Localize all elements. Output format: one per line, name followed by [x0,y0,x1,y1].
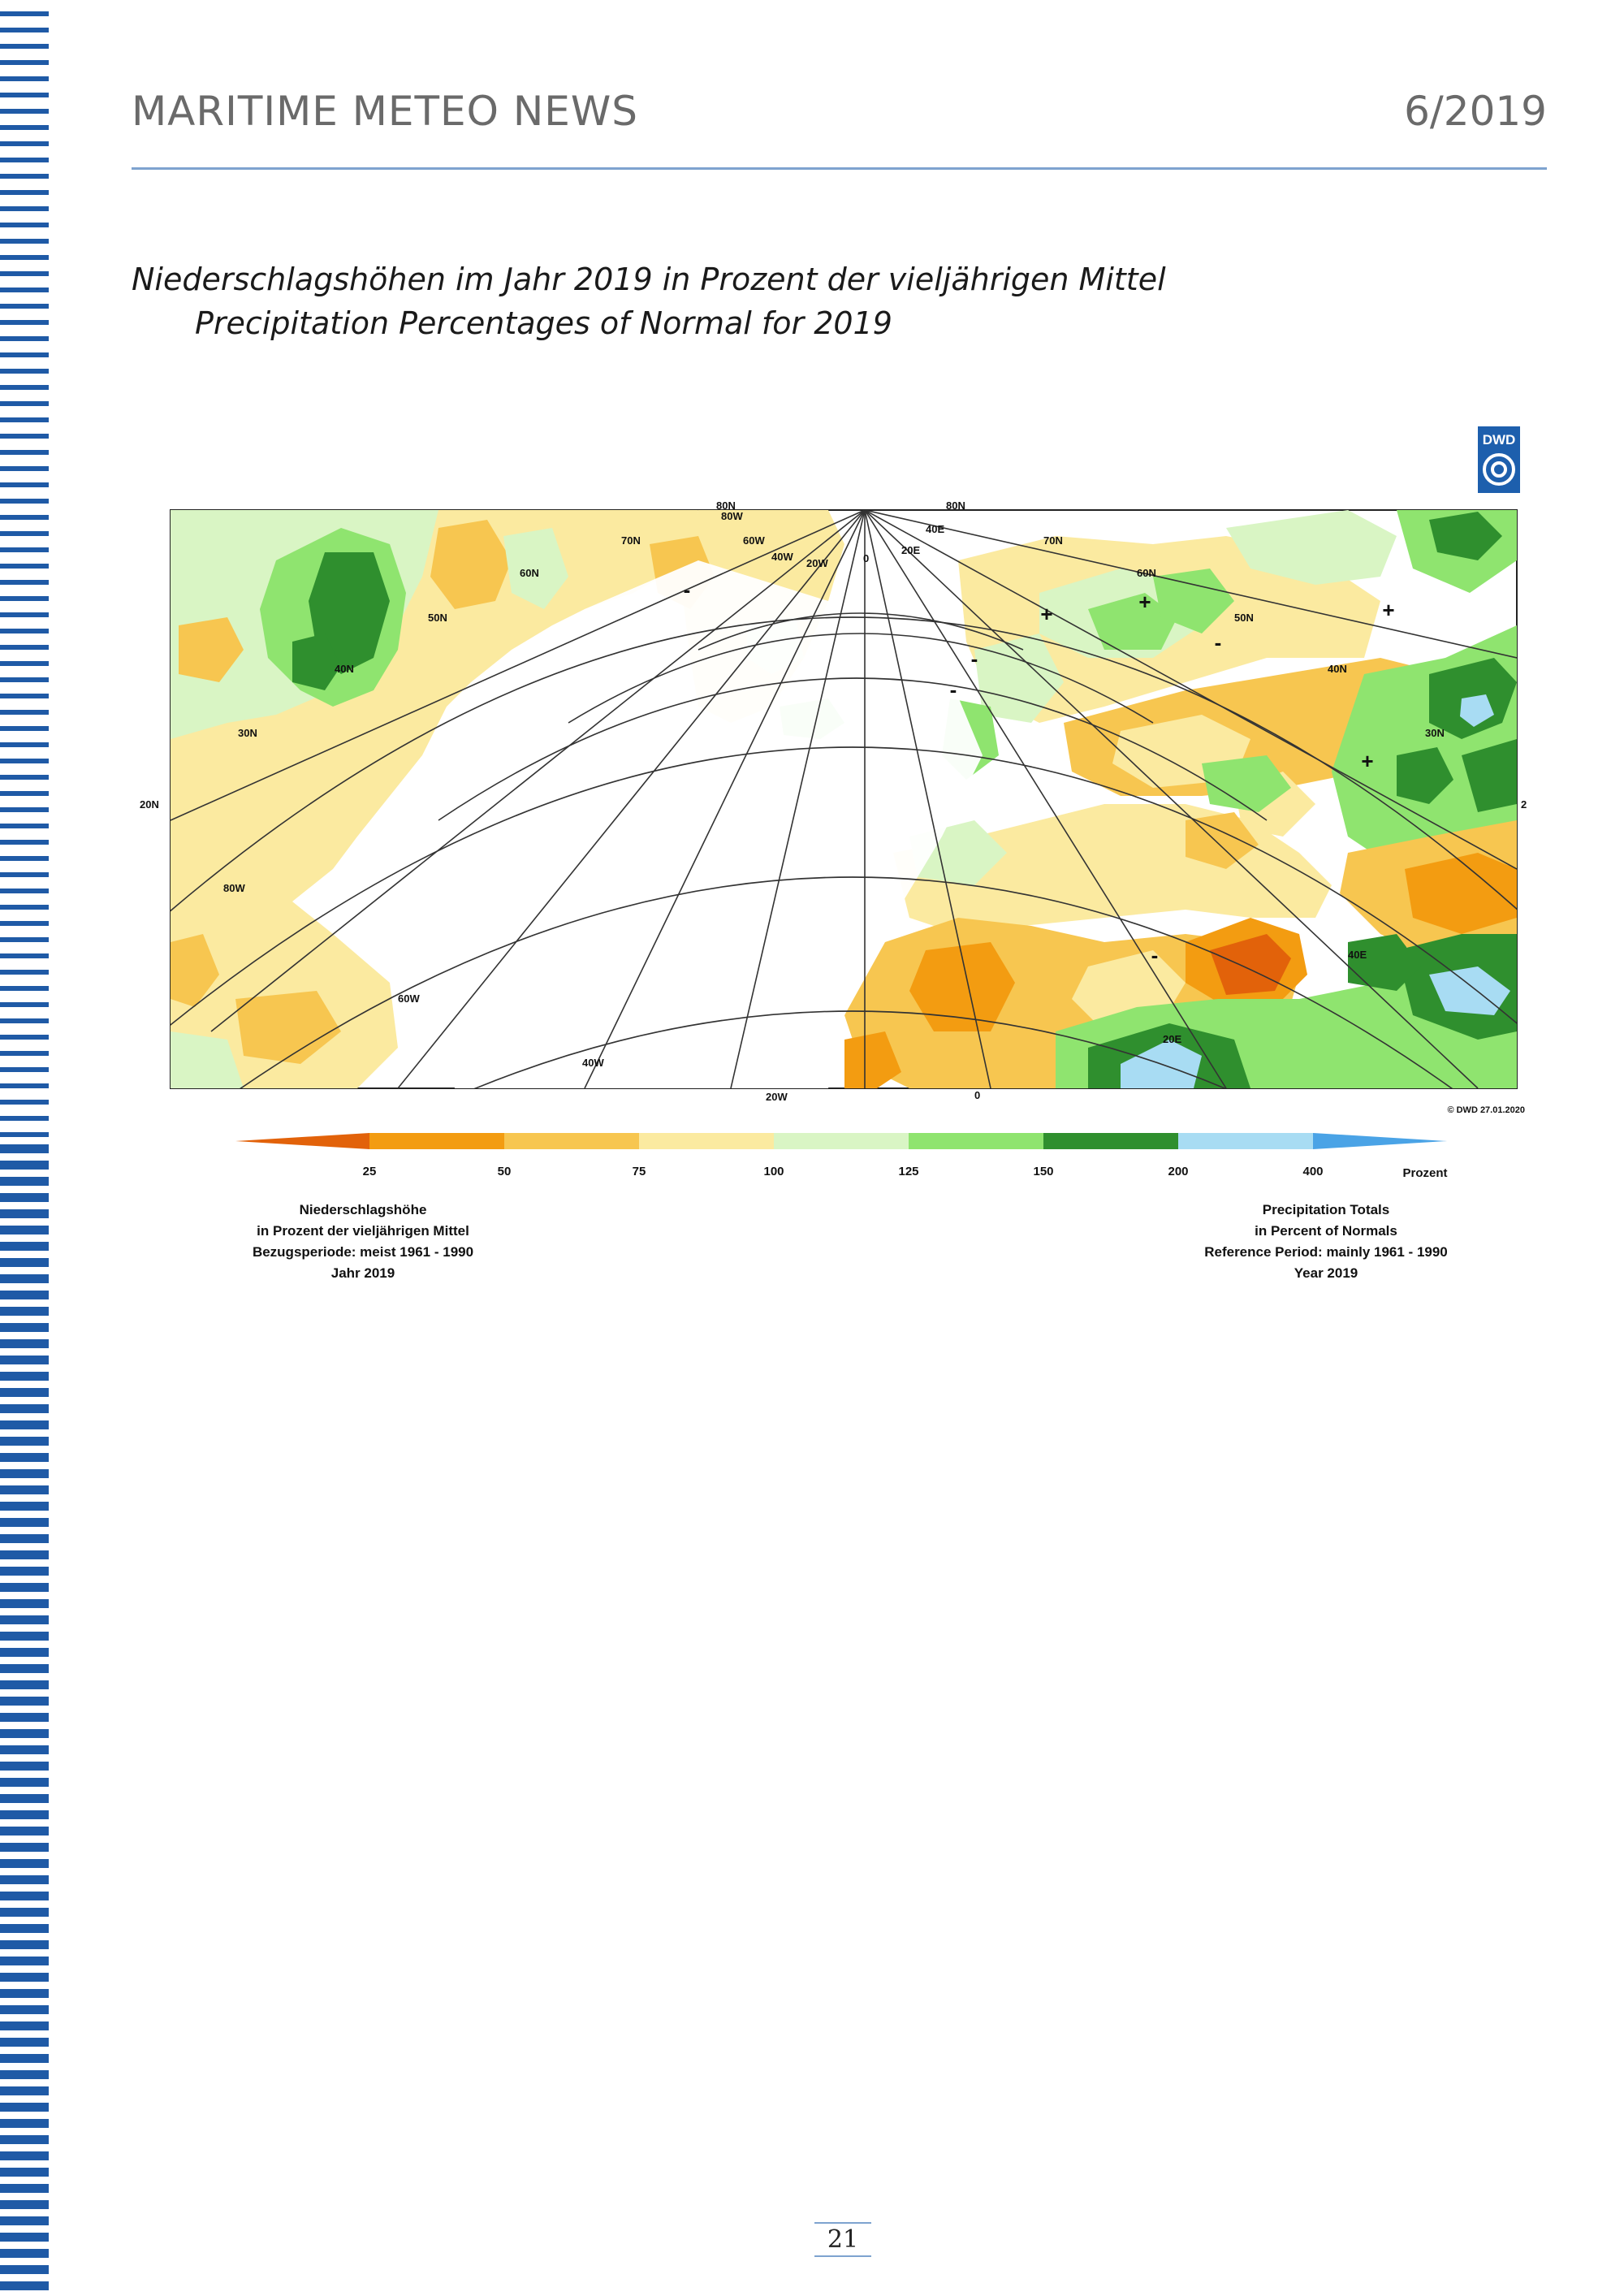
legend-tick: 25 [363,1165,377,1178]
header-divider [132,167,1547,170]
legend-swatch-200-400 [1178,1133,1313,1149]
svg-text:DWD: DWD [1483,432,1516,448]
coord-label: 2 [1521,798,1527,811]
graticule-lines [171,510,1517,1088]
coord-label: 80W [721,510,743,522]
coord-label: 40W [771,551,793,563]
coord-label: 50N [428,612,447,624]
legend-tick: 75 [633,1165,646,1178]
anomaly-sign: + [1382,598,1394,622]
anomaly-sign: - [684,577,691,602]
legend-caption-line: Niederschlagshöhe [300,1202,427,1217]
coord-label: 40E [926,523,944,535]
legend-swatch-below-25 [235,1133,369,1149]
coord-label: 60W [743,534,765,547]
dwd-logo: DWD [1478,426,1520,493]
anomaly-sign: - [1151,943,1159,967]
anomaly-sign: + [1040,602,1052,626]
anomaly-markers: + - - + + - - - + [684,577,1395,967]
coord-label: 30N [1425,727,1445,739]
coord-label: 40N [335,663,354,675]
legend-tick: 125 [898,1165,918,1178]
legend-caption-line: in Prozent der vieljährigen Mittel [257,1223,469,1239]
coord-label: 70N [1043,534,1063,547]
legend-tick: 200 [1168,1165,1188,1178]
issue-number: 6/2019 [1404,88,1547,135]
anomaly-sign: + [1138,590,1151,614]
precipitation-map-svg: DWD [140,426,1527,1281]
legend-swatch-50-75 [504,1133,639,1149]
precipitation-fields [171,510,1517,1088]
legend-caption-line: Year 2019 [1294,1265,1358,1281]
publication-title: MARITIME METEO NEWS [132,88,639,135]
legend-swatch-125-150 [909,1133,1043,1149]
legend-tick: 400 [1302,1165,1323,1178]
legend-caption-german: Niederschlagshöhe in Prozent der vieljäh… [253,1202,473,1281]
legend-caption-line: Bezugsperiode: meist 1961 - 1990 [253,1244,473,1260]
legend-caption-line: Reference Period: mainly 1961 - 1990 [1204,1244,1448,1260]
coord-label: 60N [1137,567,1156,579]
coord-label: 20N [140,798,159,811]
legend-caption-line: Precipitation Totals [1263,1202,1390,1217]
map-panel: + - - + + - - - + 80N 80W 60W 70N 40W 20… [140,499,1527,1115]
figure-title-german: Niederschlagshöhen im Jahr 2019 in Proze… [132,262,1166,297]
anomaly-sign: - [950,677,957,702]
coord-label: 40W [582,1057,604,1069]
legend-swatch-25-50 [369,1133,504,1149]
legend-tick: 150 [1033,1165,1053,1178]
coord-label: 30N [238,727,257,739]
legend-swatch-75-100 [639,1133,774,1149]
legend-tick-labels: 25 50 75 100 125 150 200 400 Prozent [363,1165,1448,1180]
legend-tick: 50 [498,1165,512,1178]
legend-caption-line: in Percent of Normals [1255,1223,1397,1239]
coord-label: 70N [621,534,641,547]
coord-label: 80N [716,499,736,512]
coord-label: 40N [1328,663,1347,675]
legend-caption-english: Precipitation Totals in Percent of Norma… [1204,1202,1448,1281]
coord-label: 0 [974,1089,980,1101]
coord-label: 40E [1348,949,1367,961]
coord-label: 0 [863,552,869,564]
legend-unit: Prozent [1402,1166,1447,1180]
coordinate-labels: 80N 80W 60W 70N 40W 20W 0 80N 40E 20E 70… [140,499,1527,1103]
coord-label: 20W [806,557,828,569]
anomaly-sign: - [1215,630,1222,655]
figure-title-english: Precipitation Percentages of Normal for … [195,305,892,341]
anomaly-sign: + [1361,749,1373,773]
page-number: 21 [814,2222,871,2257]
legend-caption-line: Jahr 2019 [331,1265,395,1281]
legend: 25 50 75 100 125 150 200 400 Prozent Nie… [235,1133,1448,1281]
coord-label: 20E [901,544,920,556]
coord-label: 60N [520,567,539,579]
coord-label: 50N [1234,612,1254,624]
precipitation-map-figure: DWD [130,414,1559,1291]
legend-tick: 100 [763,1165,784,1178]
coord-label: 20E [1163,1033,1181,1045]
coord-label: 60W [398,992,420,1005]
decorative-side-stripes [0,0,49,2296]
legend-swatch-100-125 [774,1133,909,1149]
legend-swatch-150-200 [1043,1133,1178,1149]
copyright-note: © DWD 27.01.2020 [1447,1105,1525,1115]
legend-swatch-above-400 [1313,1133,1447,1149]
coord-label: 80W [223,882,245,894]
coord-label: 20W [766,1091,788,1103]
coord-label: 80N [946,499,965,512]
legend-colorbar [235,1133,1447,1149]
anomaly-sign: - [971,646,978,671]
